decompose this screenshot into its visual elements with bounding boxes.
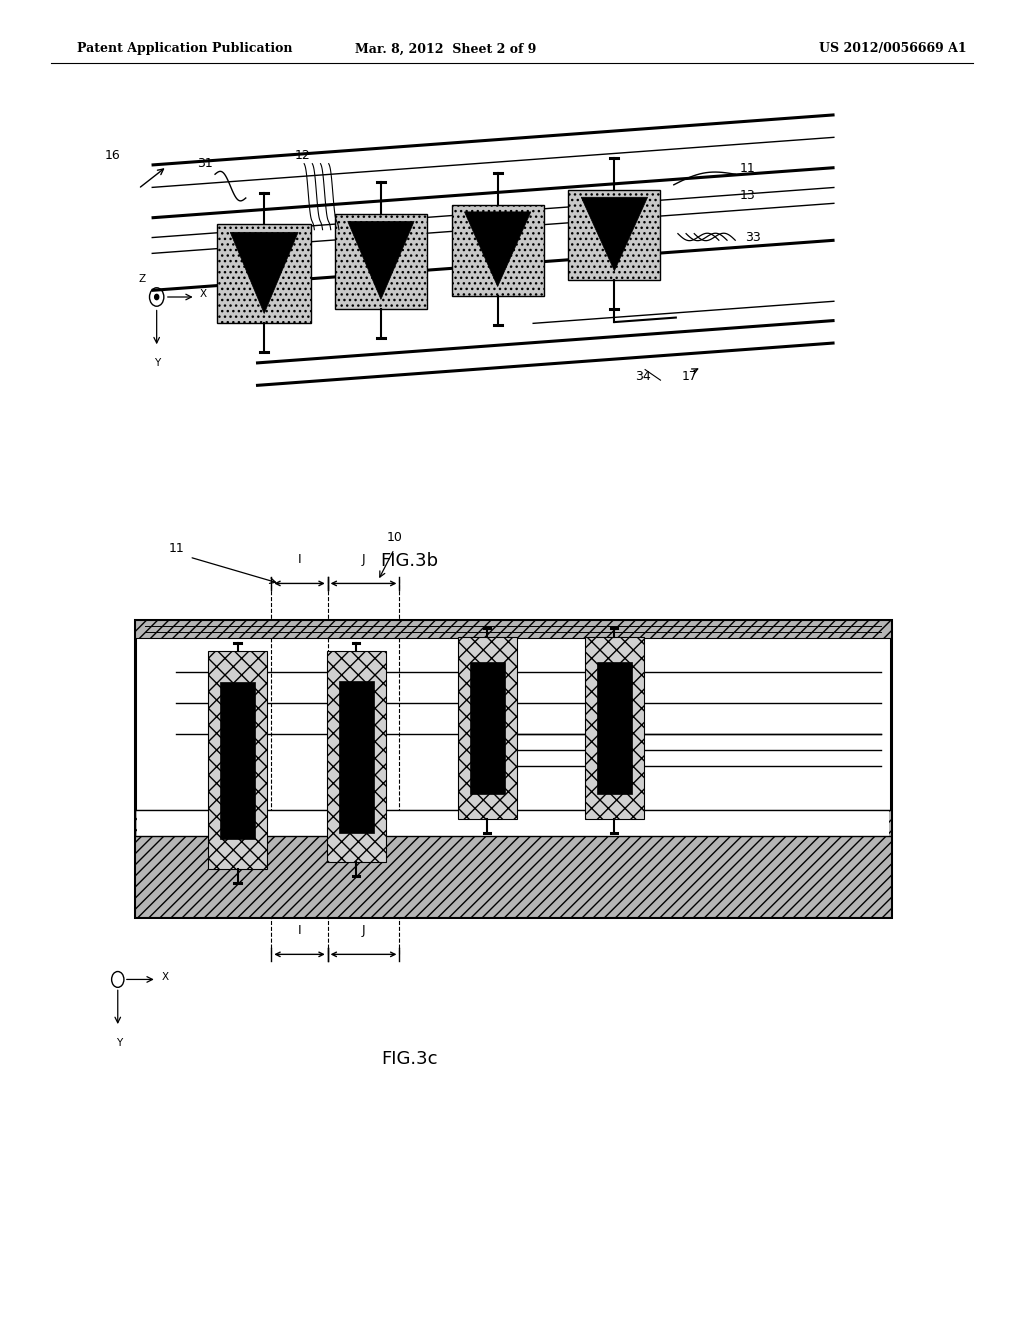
- Polygon shape: [217, 224, 311, 323]
- Bar: [585, 636, 644, 820]
- Text: 16: 16: [104, 149, 121, 162]
- Text: 32: 32: [225, 297, 241, 310]
- Text: J: J: [361, 553, 366, 566]
- Bar: [135, 620, 891, 917]
- Polygon shape: [568, 190, 660, 280]
- Polygon shape: [230, 232, 298, 314]
- Text: 12: 12: [294, 149, 310, 162]
- Text: 17: 17: [682, 370, 698, 383]
- Bar: [137, 810, 889, 837]
- Polygon shape: [452, 205, 544, 296]
- Text: 33: 33: [745, 231, 761, 244]
- Text: Y: Y: [116, 1038, 122, 1048]
- Bar: [597, 663, 632, 793]
- Polygon shape: [465, 213, 530, 286]
- Text: 11: 11: [739, 162, 755, 176]
- Bar: [458, 636, 517, 820]
- Text: I: I: [298, 553, 301, 566]
- Text: FIG.3b: FIG.3b: [381, 552, 438, 570]
- Text: 10: 10: [386, 531, 402, 544]
- Text: Patent Application Publication: Patent Application Publication: [77, 42, 292, 55]
- Text: 31: 31: [197, 157, 213, 170]
- Bar: [220, 682, 255, 838]
- Bar: [135, 620, 891, 638]
- Bar: [327, 652, 386, 862]
- Polygon shape: [335, 214, 427, 309]
- Text: X: X: [162, 972, 169, 982]
- Bar: [135, 810, 891, 917]
- Bar: [208, 652, 267, 870]
- Text: J: J: [361, 924, 366, 937]
- Text: X: X: [200, 289, 207, 300]
- Text: I: I: [298, 924, 301, 937]
- Text: 34: 34: [635, 370, 650, 383]
- Bar: [339, 681, 374, 833]
- Text: US 2012/0056669 A1: US 2012/0056669 A1: [819, 42, 967, 55]
- Text: Mar. 8, 2012  Sheet 2 of 9: Mar. 8, 2012 Sheet 2 of 9: [354, 42, 537, 55]
- Polygon shape: [348, 222, 414, 300]
- Text: 13: 13: [739, 189, 755, 202]
- Polygon shape: [582, 197, 647, 271]
- Text: 11: 11: [169, 541, 184, 554]
- Text: Y: Y: [154, 358, 160, 368]
- Circle shape: [155, 294, 159, 300]
- Text: Z: Z: [138, 273, 145, 284]
- Bar: [470, 663, 505, 793]
- Text: FIG.3c: FIG.3c: [381, 1049, 438, 1068]
